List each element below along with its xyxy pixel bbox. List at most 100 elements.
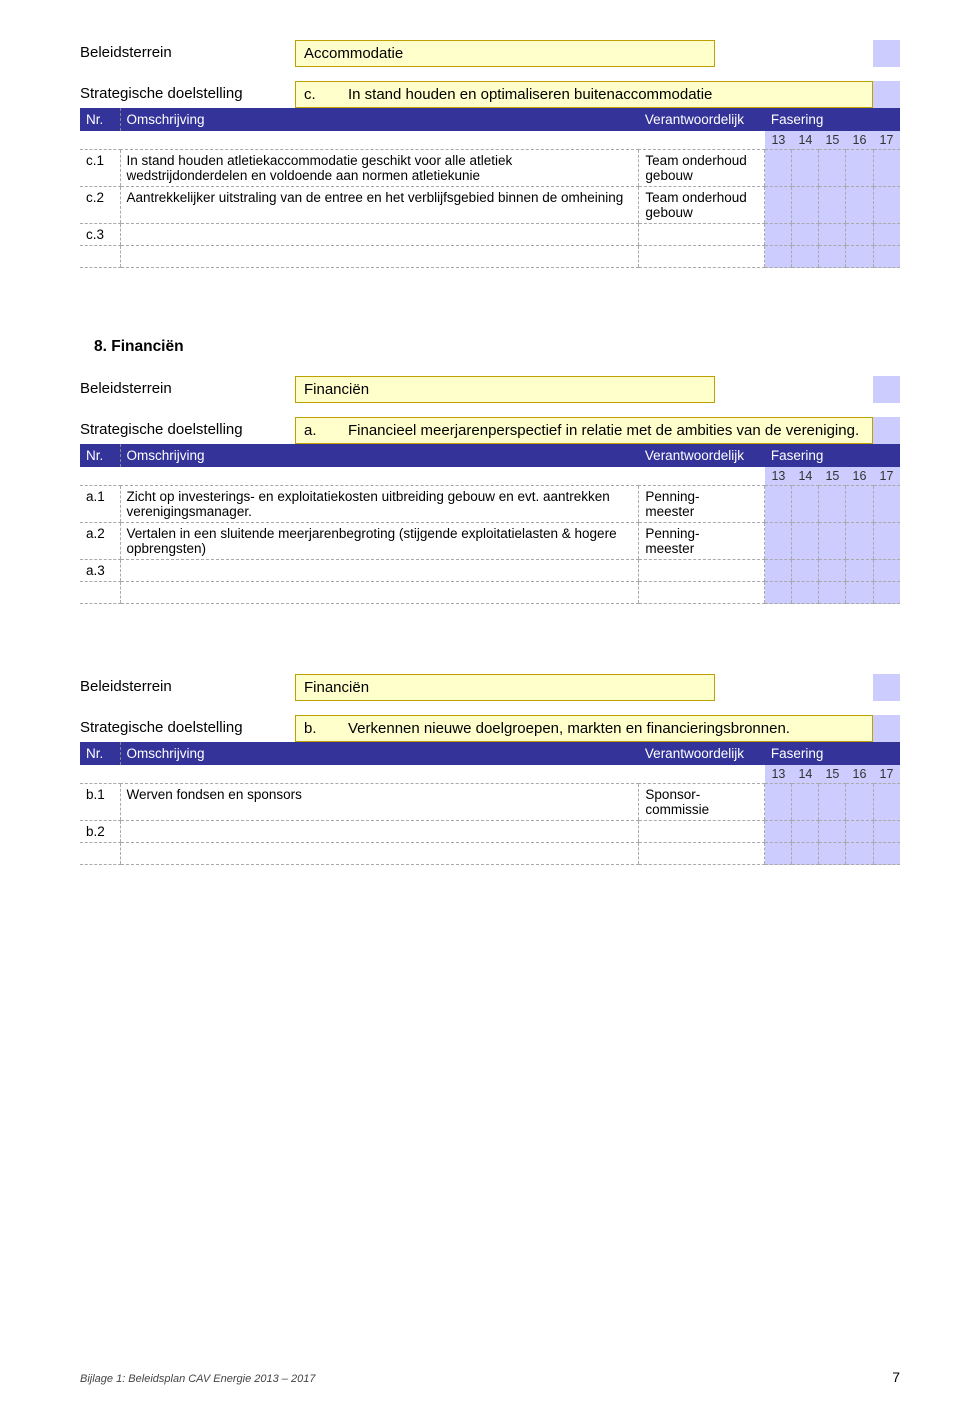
row-responsible — [639, 560, 765, 582]
year-cell: 15 — [819, 131, 846, 150]
doelstelling-row: Strategische doelstellingc.In stand houd… — [80, 81, 900, 108]
year-stub — [873, 40, 900, 67]
col-verantwoordelijk: Verantwoordelijk — [639, 108, 765, 131]
phase-cell — [792, 187, 819, 224]
table-row: a.3 — [80, 560, 900, 582]
year-row: 1314151617 — [80, 131, 900, 150]
row-nr: b.1 — [80, 784, 120, 821]
phase-cell — [765, 150, 792, 187]
doelstelling-box: c.In stand houden en optimaliseren buite… — [295, 81, 873, 108]
col-nr: Nr. — [80, 444, 120, 467]
policy-block: BeleidsterreinAccommodatie Strategische d… — [80, 40, 900, 268]
col-fasering: Fasering — [765, 108, 900, 131]
year-cell: 14 — [792, 467, 819, 486]
year-cell: 16 — [846, 131, 873, 150]
doelstelling-row: Strategische doelstellingb.Verkennen nie… — [80, 715, 900, 742]
row-responsible — [639, 224, 765, 246]
doelstelling-label: Strategische doelstelling — [80, 715, 295, 740]
year-stub — [873, 417, 900, 444]
year-cell: 13 — [765, 131, 792, 150]
col-fasering: Fasering — [765, 742, 900, 765]
table-row — [80, 582, 900, 604]
doelstelling-label: Strategische doelstelling — [80, 417, 295, 442]
phase-cell — [765, 187, 792, 224]
doelstelling-text: In stand houden en optimaliseren buitena… — [348, 86, 712, 103]
table-row: b.1Werven fondsen en sponsorsSponsor-com… — [80, 784, 900, 821]
doelstelling-prefix: a. — [304, 422, 348, 439]
col-omschrijving: Omschrijving — [120, 742, 639, 765]
col-nr: Nr. — [80, 742, 120, 765]
row-description — [120, 560, 639, 582]
row-description: Aantrekkelijker uitstraling van de entre… — [120, 187, 639, 224]
policy-block: BeleidsterreinFinanciën Strategische doel… — [80, 674, 900, 865]
phase-cell — [765, 523, 792, 560]
year-stub — [873, 376, 900, 403]
row-nr: a.3 — [80, 560, 120, 582]
doelstelling-prefix: b. — [304, 720, 348, 737]
phase-cell — [819, 821, 846, 843]
table-row: c.3 — [80, 224, 900, 246]
phase-cell — [846, 486, 873, 523]
year-stub — [873, 81, 900, 108]
beleidsterrein-row: BeleidsterreinFinanciën — [80, 674, 900, 701]
doelstelling-text: Verkennen nieuwe doelgroepen, markten en… — [348, 720, 790, 737]
doelstelling-prefix: c. — [304, 86, 348, 103]
table-row — [80, 843, 900, 865]
table-row: b.2 — [80, 821, 900, 843]
year-cell: 17 — [873, 131, 900, 150]
phase-cell — [792, 523, 819, 560]
year-row: 1314151617 — [80, 765, 900, 784]
year-row: 1314151617 — [80, 467, 900, 486]
doelstelling-label: Strategische doelstelling — [80, 81, 295, 106]
row-nr: c.1 — [80, 150, 120, 187]
phase-cell — [819, 150, 846, 187]
table-header-row: Nr.OmschrijvingVerantwoordelijkFasering — [80, 742, 900, 765]
row-description: In stand houden atletiekaccommodatie ges… — [120, 150, 639, 187]
phase-cell — [765, 486, 792, 523]
policy-table: BeleidsterreinFinanciën Strategische doel… — [80, 674, 900, 865]
phase-cell — [819, 560, 846, 582]
phase-cell — [846, 784, 873, 821]
phase-cell — [765, 224, 792, 246]
beleidsterrein-label: Beleidsterrein — [80, 674, 295, 701]
table-row: a.2Vertalen in een sluitende meerjarenbe… — [80, 523, 900, 560]
doelstelling-box: a.Financieel meerjarenperspectief in rel… — [295, 417, 873, 444]
col-verantwoordelijk: Verantwoordelijk — [639, 742, 765, 765]
col-omschrijving: Omschrijving — [120, 444, 639, 467]
year-cell: 14 — [792, 131, 819, 150]
phase-cell — [846, 150, 873, 187]
footer-text: Bijlage 1: Beleidsplan CAV Energie 2013 … — [80, 1373, 315, 1385]
phase-cell — [792, 224, 819, 246]
phase-cell — [846, 523, 873, 560]
row-nr: c.3 — [80, 224, 120, 246]
year-cell: 14 — [792, 765, 819, 784]
row-description — [120, 821, 639, 843]
row-responsible: Sponsor-commissie — [639, 784, 765, 821]
phase-cell — [765, 560, 792, 582]
year-cell: 17 — [873, 765, 900, 784]
phase-cell — [873, 821, 900, 843]
policy-table: BeleidsterreinAccommodatie Strategische d… — [80, 40, 900, 268]
section-heading: 8. Financiën — [94, 338, 900, 356]
row-responsible: Penning-meester — [639, 523, 765, 560]
doelstelling-row: Strategische doelstellinga.Financieel me… — [80, 417, 900, 444]
row-nr: b.2 — [80, 821, 120, 843]
phase-cell — [792, 821, 819, 843]
phase-cell — [792, 560, 819, 582]
phase-cell — [792, 150, 819, 187]
phase-cell — [819, 784, 846, 821]
row-description: Vertalen in een sluitende meerjarenbegro… — [120, 523, 639, 560]
beleidsterrein-label: Beleidsterrein — [80, 40, 295, 67]
row-description: Zicht op investerings- en exploitatiekos… — [120, 486, 639, 523]
beleidsterrein-row: BeleidsterreinAccommodatie — [80, 40, 900, 67]
row-nr: c.2 — [80, 187, 120, 224]
doelstelling-text: Financieel meerjarenperspectief in relat… — [348, 422, 859, 439]
beleidsterrein-value: Financiën — [295, 376, 715, 403]
doelstelling-box: b.Verkennen nieuwe doelgroepen, markten … — [295, 715, 873, 742]
phase-cell — [846, 224, 873, 246]
policy-table: BeleidsterreinFinanciënStrategische doel… — [80, 376, 900, 604]
phase-cell — [846, 560, 873, 582]
row-description — [120, 224, 639, 246]
policy-block: BeleidsterreinFinanciënStrategische doel… — [80, 376, 900, 604]
row-nr: a.1 — [80, 486, 120, 523]
